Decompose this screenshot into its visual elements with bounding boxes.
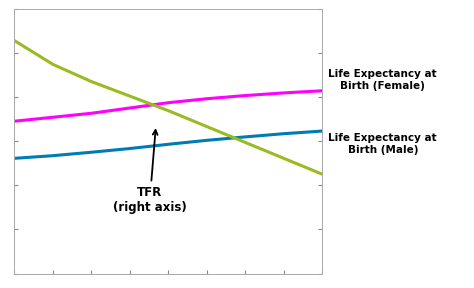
Text: Life Expectancy at
Birth (Male): Life Expectancy at Birth (Male) <box>328 134 437 155</box>
Text: TFR
(right axis): TFR (right axis) <box>113 130 187 214</box>
Text: Life Expectancy at
Birth (Female): Life Expectancy at Birth (Female) <box>328 69 437 91</box>
